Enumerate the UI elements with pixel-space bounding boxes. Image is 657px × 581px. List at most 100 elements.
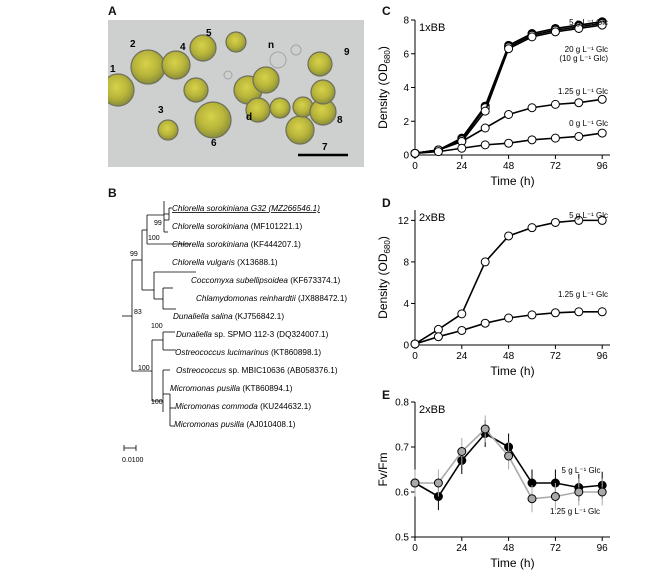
data-point: [480, 257, 490, 267]
leaf-10: Micromonas pusilla (KT860894.1): [170, 384, 293, 393]
y-tick-label: 0.5: [395, 533, 409, 544]
panel-letter-e: E: [382, 388, 391, 402]
series-label: 5 g L⁻¹ Glc: [569, 211, 608, 220]
bootstrap-1: 100: [148, 235, 160, 242]
y-tick-label: 0.8: [395, 398, 409, 409]
leaf-7: Dunaliella sp. SPMO 112-3 (DQ324007.1): [176, 330, 329, 339]
data-point: [550, 27, 560, 37]
data-point: [527, 103, 537, 113]
data-point: [527, 310, 537, 320]
x-tick-label: 96: [597, 161, 609, 172]
data-point: [480, 318, 490, 328]
data-point: [433, 147, 443, 157]
series-label: 5 g L⁻¹ Glc: [562, 466, 601, 475]
leaf-8: Ostreococcus lucimarinus (KT860898.1): [175, 348, 321, 357]
y-tick-label: 2: [403, 117, 409, 128]
x-tick-label: 48: [503, 161, 515, 172]
y-tick-label: 0: [403, 341, 409, 352]
leaf-2: Chlorella sorokiniana (KF444207.1): [172, 240, 301, 249]
panel-letter-b: B: [108, 186, 117, 200]
panel-letter-d: D: [382, 196, 391, 210]
cell-label-1: 1: [110, 64, 116, 75]
leaf-11: Micromonas commoda (KU244632.1): [175, 402, 311, 411]
bootstrap-5: 100: [138, 365, 150, 372]
series-label: 5 g L⁻¹ Glc: [569, 18, 608, 27]
data-point: [527, 494, 537, 504]
data-point: [574, 23, 584, 33]
data-point: [433, 332, 443, 342]
data-point: [597, 307, 607, 317]
data-point: [480, 123, 490, 133]
condition-label: 2xBB: [419, 404, 445, 416]
data-point: [597, 215, 607, 225]
x-tick-label: 96: [597, 543, 609, 554]
x-tick-label: 72: [550, 351, 562, 362]
series-label: 1.25 g L⁻¹ Glc: [558, 87, 608, 96]
panel-letter-c: C: [382, 4, 391, 18]
data-point: [597, 487, 607, 497]
leaf-6: Dunaliella salina (KJ756842.1): [173, 312, 284, 321]
data-point: [550, 308, 560, 318]
x-tick-label: 0: [412, 543, 418, 554]
data-point: [550, 217, 560, 227]
x-tick-label: 24: [456, 161, 468, 172]
data-point: [457, 143, 467, 153]
x-axis-label: Time (h): [490, 556, 534, 570]
tree-scale: 0.0100: [122, 445, 144, 464]
data-point: [574, 487, 584, 497]
bootstrap-3: 83: [134, 309, 142, 316]
bootstrap-values: 99 100 99 83 100 100 100: [130, 220, 163, 406]
x-axis-label: Time (h): [490, 364, 534, 378]
y-tick-label: 8: [403, 257, 409, 268]
data-point: [504, 313, 514, 323]
cell-label-4: 4: [180, 42, 186, 53]
bootstrap-6: 100: [151, 399, 163, 406]
cell-label-5: 5: [206, 28, 212, 39]
y-tick-label: 0: [403, 151, 409, 162]
cell-label-6: 6: [211, 138, 217, 149]
leaf-12: Micromonas pusilla (AJ010408.1): [174, 420, 296, 429]
y-axis-label: Fv/Fm: [376, 453, 390, 487]
y-tick-label: 12: [398, 216, 410, 227]
data-point: [480, 140, 490, 150]
data-point: [504, 110, 514, 119]
series-label: 1.25 g L⁻¹ Glc: [550, 507, 600, 516]
y-tick-label: 8: [403, 16, 409, 27]
data-point: [504, 451, 514, 461]
bootstrap-2: 99: [130, 251, 138, 258]
x-tick-label: 96: [597, 351, 609, 362]
data-point: [457, 325, 467, 335]
data-point: [457, 447, 467, 456]
data-point: [574, 307, 584, 317]
series-label: (10 g L⁻¹ Glc): [559, 54, 608, 63]
x-tick-label: 72: [550, 161, 562, 172]
data-point: [550, 492, 560, 501]
tree-branches: [122, 201, 196, 427]
leaf-3: Chlorella vulgaris (X13688.1): [172, 258, 278, 267]
annotation-d: d: [246, 112, 252, 123]
x-tick-label: 48: [503, 351, 515, 362]
data-point: [457, 309, 467, 319]
tree-leaf-labels: Chlorella sorokiniana G32 (MZ266546.1) C…: [170, 204, 347, 429]
panel-letter-a: A: [108, 4, 117, 18]
data-point: [597, 128, 607, 138]
annotation-n: n: [268, 40, 274, 51]
data-point: [480, 424, 490, 434]
data-point: [550, 133, 560, 143]
x-tick-label: 48: [503, 543, 515, 554]
cell-label-3: 3: [158, 105, 164, 116]
x-axis-label: Time (h): [490, 174, 534, 188]
series-label: 20 g L⁻¹ Glc: [565, 45, 608, 54]
chart-e: 0 24 48 72 96 0.5 0.6 0.7 0.8 Time (h) Fv/Fm 2xBB 5 …: [376, 398, 610, 570]
leaf-5: Chlamydomonas reinhardtii (JX888472.1): [196, 294, 347, 303]
data-point: [597, 20, 607, 30]
leaf-9: Ostreococcus sp. MBIC10636 (AB058376.1): [176, 366, 338, 375]
data-point: [410, 339, 420, 349]
series-label: 1.25 g L⁻¹ Glc: [558, 290, 608, 299]
bootstrap-4: 100: [151, 323, 163, 330]
cell-label-8: 8: [337, 115, 343, 126]
data-point: [410, 148, 420, 158]
y-tick-label: 4: [403, 83, 409, 94]
x-tick-label: 24: [456, 543, 468, 554]
